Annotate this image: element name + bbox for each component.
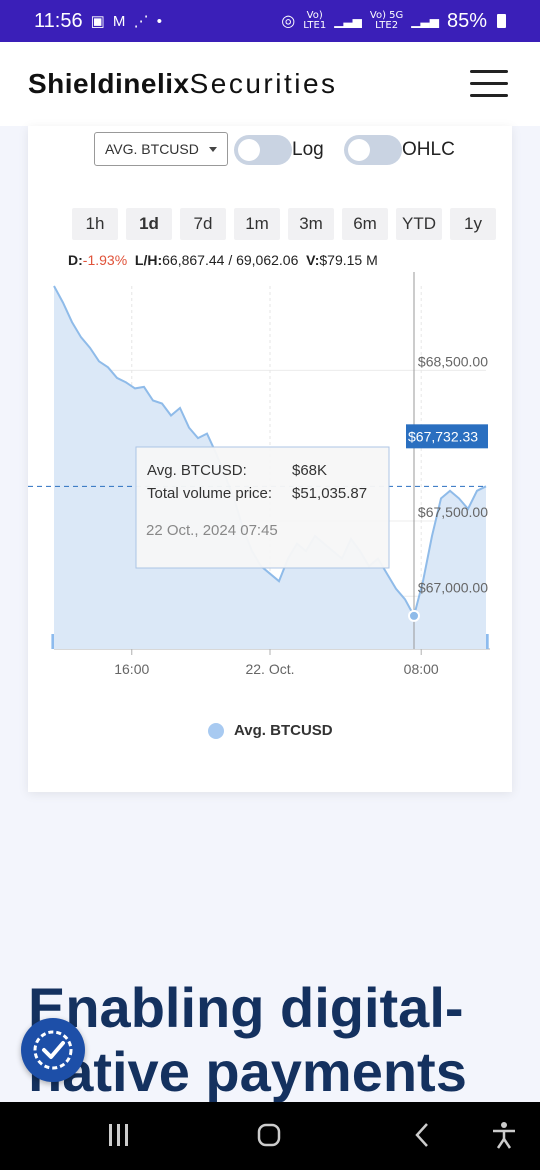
sim2-top: Vo) 5G	[369, 10, 404, 21]
signal-sim2: Vo) 5G LTE2	[370, 11, 403, 31]
ohlc-label: OHLC	[402, 139, 455, 160]
accessibility-badge-icon[interactable]	[21, 1018, 85, 1082]
hotspot-icon: ◎	[281, 13, 296, 30]
x-axis-labels: 16:00 22. Oct. 08:00	[114, 649, 439, 677]
y-axis-labels: $68,500.00 $67,500.00 $67,000.00	[418, 353, 488, 595]
brand-light: Securities	[189, 68, 338, 99]
sim1-bottom: LTE1	[303, 20, 327, 31]
tooltip-volume-label: Total volume price:	[147, 485, 272, 502]
stat-v-value: $79.15 M	[319, 252, 378, 268]
x-tick-label: 08:00	[404, 661, 439, 677]
stat-lh-label: L/H:	[134, 252, 163, 268]
legend-dot-icon	[208, 722, 224, 739]
brand-logo[interactable]: ShieldinelixSecurities	[28, 68, 338, 100]
battery-icon	[497, 14, 506, 28]
sim1-top: Vo)	[306, 10, 323, 21]
y-tick-label: $67,000.00	[418, 579, 488, 595]
back-icon[interactable]	[410, 1120, 434, 1150]
range-1y[interactable]: 1y	[450, 208, 496, 240]
range-3m[interactable]: 3m	[288, 208, 334, 240]
tooltip-volume-value: $51,035.87	[292, 485, 367, 502]
stat-d-value: -1.93%	[82, 252, 128, 268]
stat-lh-value: 66,867.44 / 69,062.06	[162, 252, 299, 268]
tooltip-datetime: 22 Oct., 2024 07:45	[146, 522, 278, 539]
ohlc-toggle[interactable]	[344, 135, 402, 165]
range-6m[interactable]: 6m	[342, 208, 388, 240]
status-bar: 11:56 ▣ M ⋰ • ◎ Vo) LTE1 ▁▃▅ Vo) 5G LTE2…	[0, 0, 540, 42]
battery-percent: 85%	[446, 9, 487, 32]
range-1m[interactable]: 1m	[234, 208, 280, 240]
menu-icon[interactable]	[470, 70, 508, 98]
brand-bold: Shieldinelix	[28, 68, 190, 99]
stat-v-label: V:	[306, 252, 320, 268]
log-toggle[interactable]	[234, 135, 292, 165]
sim2-bottom: LTE2	[375, 20, 399, 31]
hero-headline: Enabling digital- native payments	[28, 976, 528, 1104]
hover-point	[408, 609, 420, 622]
chart-tooltip: Avg. BTCUSD: $68K Total volume price: $5…	[135, 446, 390, 569]
price-chart[interactable]: $68,500.00 $67,500.00 $67,000.00 16:00 22. …	[28, 266, 512, 686]
status-left: 11:56 ▣ M ⋰ •	[34, 10, 164, 33]
range-buttons: 1h 1d 7d 1m 3m 6m YTD 1y	[72, 208, 496, 240]
status-right: ◎ Vo) LTE1 ▁▃▅ Vo) 5G LTE2 ▁▃▅ 85%	[281, 10, 506, 33]
current-price-label: $67,732.33	[408, 428, 478, 444]
signal-bars-icon-2: ▁▃▅	[411, 14, 439, 28]
accessibility-person-icon[interactable]	[490, 1120, 518, 1150]
chart-legend-item[interactable]: Avg. BTCUSD	[208, 722, 333, 739]
system-nav-bar	[0, 1102, 540, 1170]
series-select-value: AVG. BTCUSD	[105, 141, 199, 157]
stat-d-label: D:	[68, 252, 83, 268]
y-tick-label: $68,500.00	[418, 353, 488, 369]
x-tick-label: 22. Oct.	[245, 661, 294, 677]
home-icon[interactable]	[256, 1120, 284, 1150]
status-time: 11:56	[34, 9, 83, 32]
current-price-badge: $67,732.33	[406, 424, 488, 449]
log-label: Log	[292, 139, 324, 160]
site-header: ShieldinelixSecurities	[0, 42, 540, 126]
volume-bar	[483, 634, 489, 649]
chart-card: AVG. BTCUSD Log OHLC 1h 1d 7d 1m 3m 6m Y…	[28, 126, 512, 792]
range-1d[interactable]: 1d	[126, 208, 172, 240]
recent-apps-icon[interactable]	[106, 1120, 132, 1150]
headline-line-1: Enabling digital-	[28, 976, 464, 1039]
signal-bars-icon: ▁▃▅	[334, 14, 362, 28]
tooltip-series-value: $68K	[292, 462, 327, 479]
notification-icons: ▣ M ⋰ •	[90, 13, 164, 30]
range-ytd[interactable]: YTD	[396, 208, 442, 240]
tooltip-series-label: Avg. BTCUSD:	[147, 462, 247, 479]
chart-stats: D:-1.93% L/H:66,867.44 / 69,062.06 V:$79…	[68, 252, 378, 268]
headline-line-2: native payments	[28, 1040, 467, 1103]
y-tick-label: $67,500.00	[418, 504, 488, 520]
legend-label: Avg. BTCUSD	[234, 722, 333, 739]
range-1h[interactable]: 1h	[72, 208, 118, 240]
x-tick-label: 16:00	[114, 661, 149, 677]
signal-sim1: Vo) LTE1	[303, 11, 326, 31]
range-7d[interactable]: 7d	[180, 208, 226, 240]
series-select[interactable]: AVG. BTCUSD	[94, 132, 228, 166]
chevron-down-icon	[209, 147, 217, 152]
